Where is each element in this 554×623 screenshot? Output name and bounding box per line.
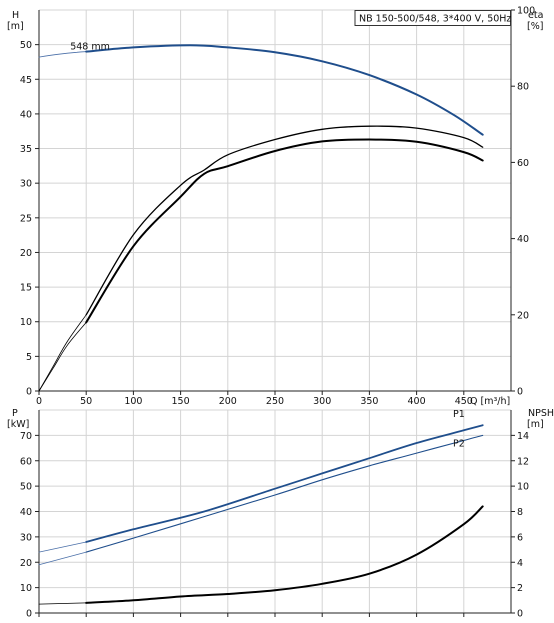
y-tick-label-left: 60 (20, 456, 32, 467)
y-tick-label-right: 20 (517, 310, 529, 321)
series-line-eta-extension (38, 314, 87, 392)
y-tick-label-right: 14 (517, 431, 529, 442)
title-box (354, 10, 511, 26)
y-axis-unit-left: [kW] (7, 419, 29, 430)
y-tick-label-left: 0 (26, 609, 32, 620)
y-tick-label-left: 30 (20, 179, 32, 190)
x-tick-label: 300 (313, 396, 331, 407)
series-line-head (85, 44, 484, 136)
y-tick-label-right: 12 (517, 456, 529, 467)
y-tick-label-left: 20 (20, 558, 32, 569)
legend-p2: P2 (453, 438, 465, 449)
x-tick-label: 50 (80, 396, 92, 407)
series-line-P1 (85, 424, 484, 543)
y-tick-label-left: 25 (20, 213, 32, 224)
y-tick-label-left: 30 (20, 532, 32, 543)
x-tick-label: 200 (219, 396, 237, 407)
y-axis-unit-right: [m] (527, 419, 544, 430)
series-line-P2 (85, 434, 484, 553)
series-line-NPSH-extension (38, 602, 87, 605)
y-tick-label-left: 5 (26, 352, 32, 363)
y-tick-label-left: 70 (20, 431, 32, 442)
y-axis-title-left: H (12, 10, 19, 21)
series-layer (38, 44, 484, 605)
x-tick-label: 150 (172, 396, 190, 407)
curve-annotation: 548 mm (70, 42, 110, 53)
x-tick-label: 450 (455, 396, 473, 407)
y-tick-label-right: 10 (517, 482, 529, 493)
y-tick-label-left: 50 (20, 40, 32, 51)
chart-title: NB 150-500/548, 3*400 V, 50Hz (359, 14, 511, 25)
y-tick-label-right: 4 (517, 558, 523, 569)
y-axis-unit-right: [%] (527, 21, 543, 32)
y-axis-title-left: P (12, 408, 18, 419)
x-tick-label: 250 (266, 396, 284, 407)
y-tick-label-right: 100 (517, 6, 535, 17)
y-tick-label-left: 0 (26, 387, 32, 398)
series-line-P1-extension (38, 541, 87, 553)
y-tick-label-left: 15 (20, 283, 32, 294)
series-line-eta-1 (85, 125, 484, 316)
series-line-NPSH (85, 505, 484, 604)
y-tick-label-right: 40 (517, 234, 529, 245)
y-axis-unit-left: [m] (7, 21, 24, 32)
y-axis-title-right: NPSH (528, 408, 554, 419)
y-axis-title-right: eta (528, 10, 543, 21)
x-tick-label: 350 (360, 396, 378, 407)
series-line-head-extension (38, 51, 87, 58)
series-line-P2-extension (38, 551, 87, 566)
y-tick-label-left: 45 (20, 75, 32, 86)
y-tick-label-right: 6 (517, 532, 523, 543)
x-tick-label: 400 (408, 396, 426, 407)
series-line-eta-2 (85, 138, 484, 324)
y-tick-label-right: 80 (517, 82, 529, 93)
y-tick-label-right: 60 (517, 158, 529, 169)
y-tick-label-left: 40 (20, 507, 32, 518)
y-tick-label-left: 35 (20, 144, 32, 155)
y-tick-label-right: 8 (517, 507, 523, 518)
y-tick-label-right: 0 (517, 609, 523, 620)
series-line-eta-extension (38, 322, 87, 392)
y-tick-label-left: 40 (20, 109, 32, 120)
y-tick-label-right: 0 (517, 387, 523, 398)
legend-p1: P1 (453, 409, 465, 420)
x-axis-title: Q [m³/h] (470, 396, 510, 407)
y-tick-label-left: 10 (20, 583, 32, 594)
y-tick-label-left: 50 (20, 482, 32, 493)
y-tick-label-right: 2 (517, 583, 523, 594)
y-tick-label-left: 10 (20, 317, 32, 328)
y-tick-label-left: 20 (20, 248, 32, 259)
x-tick-label: 100 (124, 396, 142, 407)
grid-layer (39, 9, 511, 613)
axes-layer (35, 9, 515, 617)
x-tick-label: 0 (36, 396, 42, 407)
